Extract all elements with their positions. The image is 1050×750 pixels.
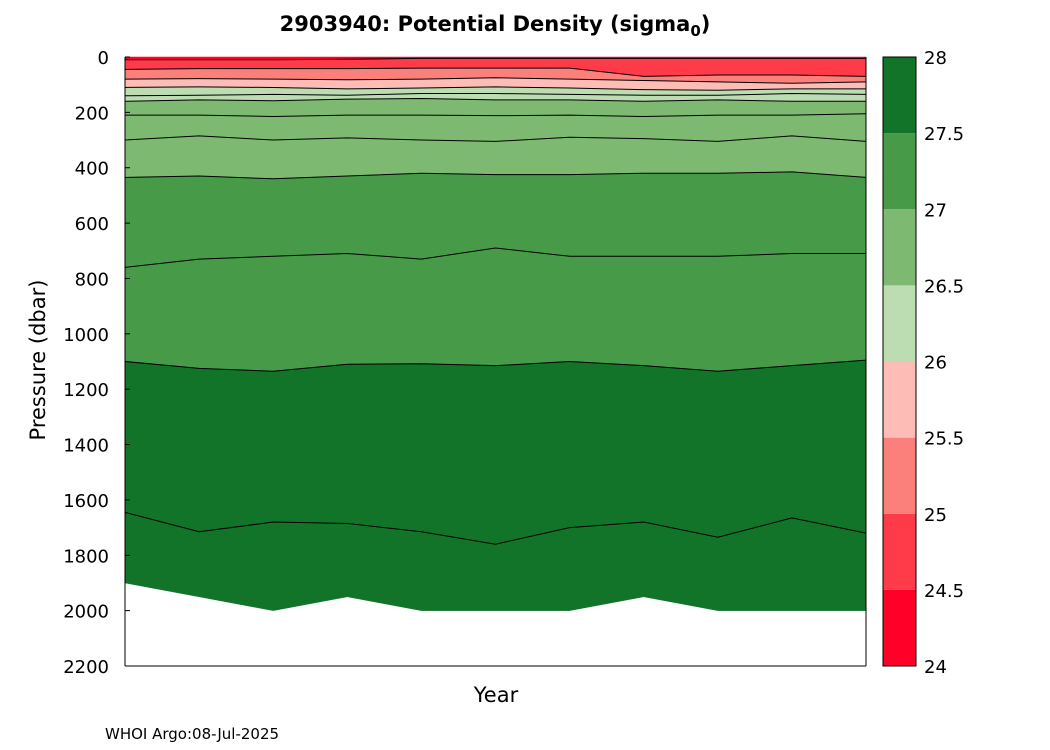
contour-line: [124, 67, 867, 77]
density-band: [124, 359, 867, 545]
x-axis-label: Year: [473, 683, 519, 707]
density-band: [124, 113, 867, 142]
colorbar-tick-label: 28: [924, 48, 947, 69]
colorbar-segment: [883, 437, 916, 514]
colorbar-tick-label: 25: [924, 505, 947, 526]
footer-credit: WHOI Argo:08-Jul-2025: [105, 725, 280, 743]
y-tick-label: 2200: [63, 657, 109, 678]
y-tick-label: 1400: [63, 436, 109, 457]
colorbar-segment: [883, 133, 916, 210]
colorbar-tick-label: 26: [924, 353, 947, 374]
contour-line: [124, 86, 866, 91]
y-tick-label: 600: [75, 214, 109, 235]
colorbar-segment: [883, 361, 916, 438]
colorbar-segment: [883, 513, 916, 590]
y-tick-label: 1200: [63, 380, 109, 401]
contour-line: [124, 135, 867, 142]
y-tick-label: 1800: [63, 546, 109, 567]
chart-title: 2903940: Potential Density (sigma0): [0, 12, 990, 40]
colorbar-segment: [883, 285, 916, 362]
contour-line: [124, 77, 867, 84]
colorbar-tick-label: 27.5: [924, 124, 964, 145]
contour-line: [124, 98, 866, 102]
y-axis-label: Pressure (dbar): [26, 279, 50, 441]
contour-line: [124, 511, 867, 545]
colorbar-frame: [882, 56, 917, 667]
colorbar-tick-label: 24.5: [924, 581, 964, 602]
colorbar-tick-label: 27: [924, 200, 947, 221]
colorbar-tick-label: 25.5: [924, 429, 964, 450]
y-tick-label: 2000: [63, 602, 109, 623]
contour-line: [125, 57, 866, 61]
colorbar-tick-label: 26.5: [924, 276, 964, 297]
contour-line: [124, 247, 866, 268]
chart-title-subscript: 0: [690, 22, 701, 41]
y-tick-label: 1000: [63, 325, 109, 346]
contour-line: [124, 93, 867, 97]
colorbar-tick-label: 24: [924, 657, 947, 678]
y-tick-label: 400: [75, 159, 109, 180]
contour-line: [124, 171, 867, 180]
density-band: [124, 98, 867, 117]
y-tick-label: 0: [98, 48, 109, 69]
y-tick-label: 800: [75, 269, 109, 290]
density-band: [124, 247, 867, 372]
colorbar-segment: [883, 57, 916, 134]
contour-line: [125, 113, 867, 118]
y-tick-label: 1600: [63, 491, 109, 512]
y-tick-label: 200: [75, 103, 109, 124]
contour-line: [124, 359, 867, 372]
colorbar-segment: [883, 209, 916, 286]
colorbar-segment: [883, 589, 916, 666]
chart-title-text: 2903940: Potential Density (sigma: [279, 12, 691, 36]
chart-title-close: ): [700, 12, 711, 36]
